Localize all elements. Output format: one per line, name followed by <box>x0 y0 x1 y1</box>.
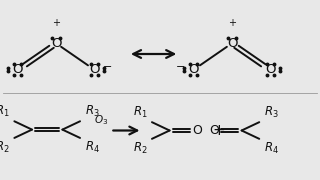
Text: +: + <box>228 17 236 28</box>
Text: $R_2$: $R_2$ <box>132 141 147 156</box>
Text: O: O <box>51 37 61 50</box>
Text: −: − <box>102 62 112 72</box>
Text: O: O <box>193 124 202 137</box>
Text: O: O <box>89 63 100 76</box>
Text: $R_4$: $R_4$ <box>264 141 279 156</box>
Text: −: − <box>176 62 186 72</box>
Text: +: + <box>52 17 60 28</box>
Text: O: O <box>265 63 276 76</box>
Text: O: O <box>209 124 219 137</box>
Text: $R_1$: $R_1$ <box>0 104 10 120</box>
Text: $R_3$: $R_3$ <box>85 104 100 120</box>
Text: O: O <box>188 63 199 76</box>
Text: $R_2$: $R_2$ <box>0 140 10 155</box>
Text: O: O <box>227 37 237 50</box>
Text: $R_4$: $R_4$ <box>85 140 100 155</box>
Text: O: O <box>12 63 23 76</box>
Text: $R_3$: $R_3$ <box>264 105 279 120</box>
Text: $R_1$: $R_1$ <box>132 105 147 120</box>
Text: $O_3$: $O_3$ <box>94 113 108 127</box>
Text: +: + <box>213 123 226 138</box>
